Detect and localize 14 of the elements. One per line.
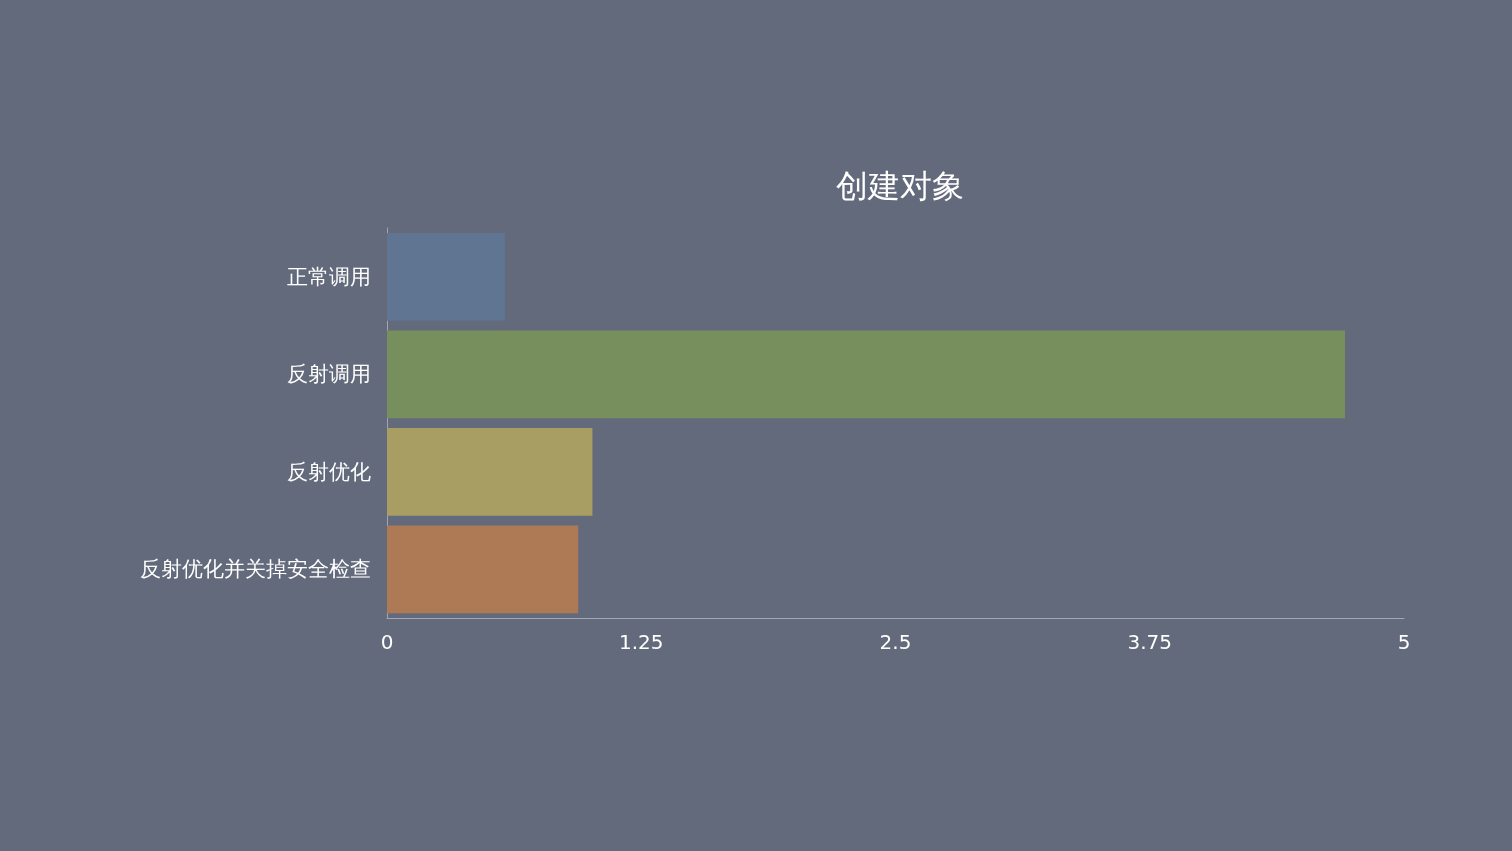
- bar: [387, 232, 505, 321]
- x-tick-label: 2.5: [879, 630, 912, 654]
- x-tick-label: 0: [380, 630, 394, 654]
- y-tick-label: 正常调用: [287, 264, 371, 289]
- x-tick-label: 1.25: [618, 630, 664, 654]
- bar: [387, 330, 1346, 419]
- chart-title: 创建对象: [836, 167, 964, 205]
- y-tick-label: 反射优化并关掉安全检查: [140, 557, 371, 582]
- bar: [387, 427, 593, 516]
- bar: [387, 525, 579, 614]
- y-tick-label: 反射调用: [287, 362, 371, 387]
- x-tick-label: 3.75: [1127, 630, 1173, 654]
- x-tick-label: 5: [1397, 630, 1411, 654]
- y-tick-label: 反射优化: [287, 459, 371, 484]
